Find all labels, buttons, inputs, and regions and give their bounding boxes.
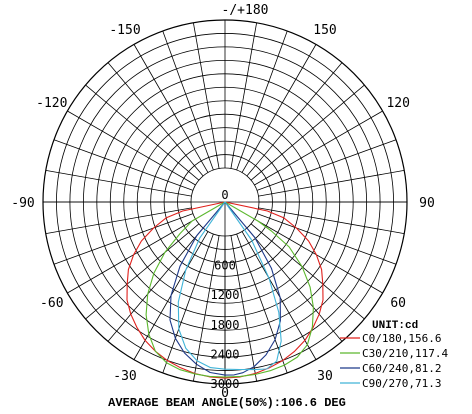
grid-spoke xyxy=(162,233,214,374)
radial-tick-label: 1200 xyxy=(211,288,240,302)
radial-tick-label: 3000 xyxy=(211,377,240,391)
series-curve-4 xyxy=(177,201,282,371)
angle-tick-label: 120 xyxy=(386,96,409,111)
series-curves xyxy=(126,201,324,379)
grid-spoke xyxy=(230,22,257,169)
angle-tick-label: -60 xyxy=(40,296,63,311)
grid-spoke xyxy=(246,227,343,342)
legend-entry-3: C60/240,81.2 xyxy=(362,362,441,375)
grid-spoke xyxy=(107,227,204,342)
angle-tick-label: -150 xyxy=(109,23,140,38)
legend: UNIT:cd C0/180,156.6 C30/210,117.4 C60/240… xyxy=(340,320,448,390)
grid-spoke xyxy=(230,235,257,382)
grid-spoke xyxy=(250,223,365,320)
grid-spoke xyxy=(85,84,200,181)
series-curve-1 xyxy=(126,201,324,379)
angle-tick-label: 0 xyxy=(221,386,229,401)
grid-spoke xyxy=(45,207,192,234)
grid-spoke xyxy=(254,218,383,294)
radial-tick-labels: 0 600 1200 1800 2400 3000 xyxy=(211,188,240,391)
chart-caption: AVERAGE BEAM ANGLE(50%):106.6 DEG xyxy=(108,396,346,410)
grid-spoke xyxy=(67,218,196,294)
angle-tick-label: -30 xyxy=(113,369,136,384)
legend-entry-4: C90/270,71.3 xyxy=(362,377,441,390)
grid-spoke xyxy=(162,30,214,171)
angle-tick-label: 150 xyxy=(313,23,336,38)
grid-spoke xyxy=(258,170,405,197)
angle-tick-label: -120 xyxy=(36,96,67,111)
angle-tick-label: -90 xyxy=(11,196,34,211)
radial-tick-label: 600 xyxy=(214,259,236,273)
series-curve-3 xyxy=(169,201,281,376)
grid-spoke xyxy=(53,213,194,265)
grid-spoke xyxy=(133,44,209,173)
grid-spoke xyxy=(250,84,365,181)
grid-spoke xyxy=(236,233,288,374)
grid-spoke xyxy=(241,44,317,173)
polar-grid xyxy=(42,19,408,385)
grid-spoke xyxy=(107,62,204,177)
angle-tick-label: -/+180 xyxy=(222,3,269,18)
grid-spoke xyxy=(256,213,397,265)
radial-tick-label: 2400 xyxy=(211,347,240,361)
legend-entry-2: C30/210,117.4 xyxy=(362,347,448,360)
grid-spoke xyxy=(67,110,196,186)
grid-spoke xyxy=(193,235,220,382)
legend-entry-1: C0/180,156.6 xyxy=(362,332,441,345)
series-curve-2 xyxy=(145,201,314,378)
radial-tick-label: 0 xyxy=(221,188,228,202)
grid-spoke xyxy=(45,170,192,197)
angle-tick-label: 30 xyxy=(317,369,333,384)
grid-spoke xyxy=(53,139,194,191)
radial-tick-label: 1800 xyxy=(211,318,240,332)
grid-spoke xyxy=(256,139,397,191)
grid-spoke xyxy=(254,110,383,186)
grid-spoke xyxy=(85,223,200,320)
legend-unit-label: UNIT:cd xyxy=(372,320,418,332)
grid-spoke xyxy=(246,62,343,177)
angle-tick-label: 90 xyxy=(419,196,435,211)
grid-spoke xyxy=(258,207,405,234)
grid-spoke xyxy=(193,22,220,169)
grid-spoke xyxy=(236,30,288,171)
angle-tick-label: 60 xyxy=(390,296,406,311)
angle-tick-labels: -/+180 150 -150 120 -120 90 -90 60 -60 30 -30 0 xyxy=(11,3,435,401)
